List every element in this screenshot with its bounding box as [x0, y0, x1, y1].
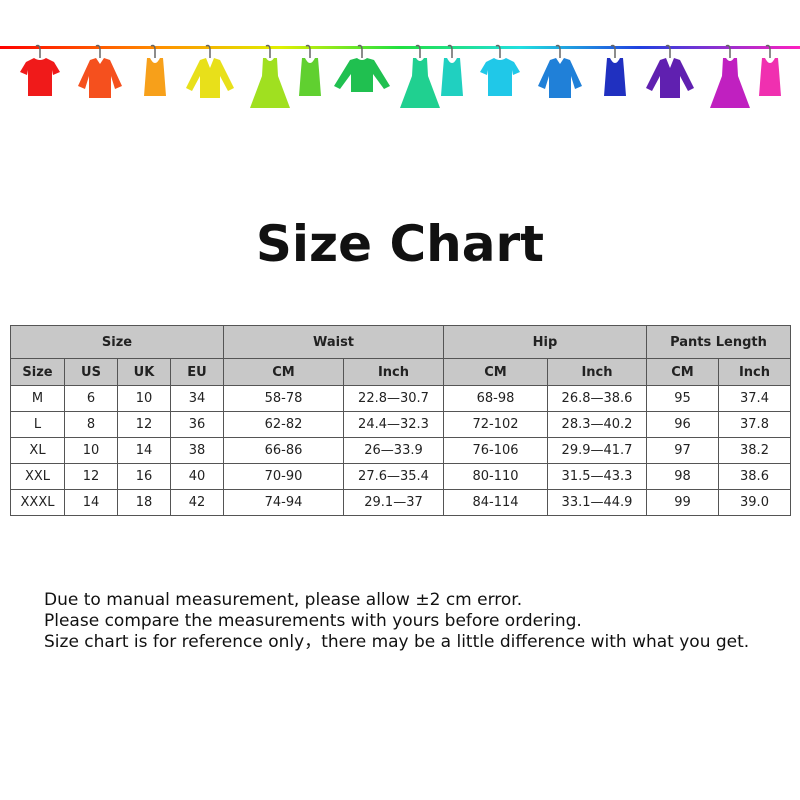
group-header-hip: Hip: [443, 325, 647, 359]
table-cell: 22.8—30.7: [343, 385, 444, 412]
table-cell: 40: [170, 463, 224, 490]
table-cell: 14: [117, 437, 171, 464]
table-cell: 70-90: [223, 463, 344, 490]
table-cell: 12: [64, 463, 118, 490]
tank-top-icon: [604, 44, 626, 96]
table-cell: 26.8—38.6: [547, 385, 647, 412]
column-header: Inch: [343, 358, 444, 386]
dress-icon: [400, 44, 440, 108]
table-row: XXXL 14 18 42 74-94 29.1—37 84-114 33.1—44.9 99 3…: [10, 489, 791, 516]
shirt-icon: [78, 44, 122, 98]
tank-top-icon: [441, 44, 463, 96]
column-header: Inch: [547, 358, 647, 386]
column-header: CM: [223, 358, 344, 386]
table-cell: XXXL: [10, 489, 65, 516]
table-cell: 42: [170, 489, 224, 516]
table-cell: 39.0: [718, 489, 791, 516]
table-cell: 84-114: [443, 489, 548, 516]
tank-top-icon: [299, 44, 321, 96]
dress-icon: [710, 44, 750, 108]
table-cell: 99: [646, 489, 719, 516]
table-cell: 26—33.9: [343, 437, 444, 464]
sweater-icon: [334, 44, 390, 92]
column-header: Inch: [718, 358, 791, 386]
table-cell: 80-110: [443, 463, 548, 490]
table-cell: XXL: [10, 463, 65, 490]
table-row: XXL 12 16 40 70-90 27.6—35.4 80-110 31.5—43.3 98…: [10, 463, 791, 490]
table-row: M 6 10 34 58-78 22.8—30.7 68-98 26.8—38.6 95 37.4: [10, 385, 791, 412]
table-cell: 10: [64, 437, 118, 464]
table-cell: 12: [117, 411, 171, 438]
column-header: UK: [117, 358, 171, 386]
page-title: Size Chart: [255, 215, 545, 273]
table-cell: 14: [64, 489, 118, 516]
tank-top-icon: [759, 44, 781, 96]
note-line: Please compare the measurements with you…: [44, 611, 582, 631]
column-header: CM: [443, 358, 548, 386]
group-header-waist: Waist: [223, 325, 444, 359]
table-cell: 33.1—44.9: [547, 489, 647, 516]
size-table: Size Waist Hip Pants Length Size US UK EU CM…: [10, 325, 791, 516]
tshirt-icon: [480, 44, 520, 96]
table-cell: 6: [64, 385, 118, 412]
table-cell: 36: [170, 411, 224, 438]
table-cell: 95: [646, 385, 719, 412]
dress-icon: [250, 44, 290, 108]
table-cell: 74-94: [223, 489, 344, 516]
table-cell: 10: [117, 385, 171, 412]
table-cell: 76-106: [443, 437, 548, 464]
clothesline-banner: [0, 44, 800, 108]
table-cell: 38.2: [718, 437, 791, 464]
table-cell: 37.4: [718, 385, 791, 412]
table-cell: 37.8: [718, 411, 791, 438]
column-header: EU: [170, 358, 224, 386]
shirt-icon: [538, 44, 582, 98]
table-cell: XL: [10, 437, 65, 464]
table-cell: 97: [646, 437, 719, 464]
group-header-size: Size: [10, 325, 224, 359]
notes: Due to manual measurement, please allow …: [44, 590, 749, 653]
table-cell: 18: [117, 489, 171, 516]
table-cell: 27.6—35.4: [343, 463, 444, 490]
table-cell: 24.4—32.3: [343, 411, 444, 438]
clothesline: [0, 46, 800, 49]
table-cell: 62-82: [223, 411, 344, 438]
tshirt-icon: [20, 44, 60, 96]
note-line: Due to manual measurement, please allow …: [44, 590, 523, 610]
table-cell: 72-102: [443, 411, 548, 438]
table-row: XL 10 14 38 66-86 26—33.9 76-106 29.9—41.7 97 38.…: [10, 437, 791, 464]
tank-top-icon: [144, 44, 166, 96]
group-header-pants-length: Pants Length: [646, 325, 791, 359]
table-cell: 96: [646, 411, 719, 438]
table-cell: 29.9—41.7: [547, 437, 647, 464]
table-cell: 31.5—43.3: [547, 463, 647, 490]
table-cell: 66-86: [223, 437, 344, 464]
column-header: US: [64, 358, 118, 386]
table-cell: 98: [646, 463, 719, 490]
table-cell: 34: [170, 385, 224, 412]
column-header: CM: [646, 358, 719, 386]
column-header: Size: [10, 358, 65, 386]
note-line: Size chart is for reference only，there m…: [44, 632, 750, 652]
table-cell: 16: [117, 463, 171, 490]
table-cell: L: [10, 411, 65, 438]
table-cell: M: [10, 385, 65, 412]
table-row: L 8 12 36 62-82 24.4—32.3 72-102 28.3—40.2 96 37.…: [10, 411, 791, 438]
table-cell: 28.3—40.2: [547, 411, 647, 438]
table-cell: 38: [170, 437, 224, 464]
table-cell: 68-98: [443, 385, 548, 412]
table-cell: 58-78: [223, 385, 344, 412]
cardigan-icon: [186, 44, 234, 98]
table-cell: 29.1—37: [343, 489, 444, 516]
table-cell: 38.6: [718, 463, 791, 490]
table-cell: 8: [64, 411, 118, 438]
cardigan-icon: [646, 44, 694, 98]
